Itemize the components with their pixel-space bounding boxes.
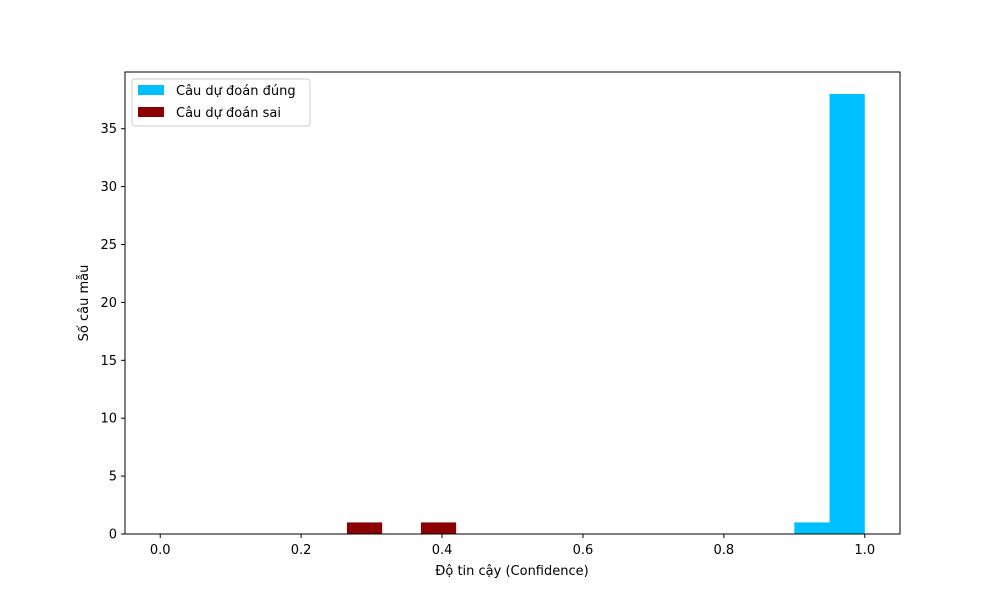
- y-tick-label: 0: [109, 528, 117, 543]
- x-tick-label: 0.8: [714, 543, 735, 558]
- x-axis: 0.0 0.2 0.4 0.6 0.8 1.0: [150, 534, 875, 558]
- y-tick-label: 25: [100, 238, 117, 253]
- y-tick-label: 15: [100, 354, 117, 369]
- bars-layer: [346, 94, 865, 534]
- bar-series1-bin0: [346, 522, 383, 534]
- legend-label-correct: Câu dự đoán đúng: [176, 84, 296, 99]
- y-tick-label: 10: [100, 412, 117, 427]
- y-tick-label: 35: [100, 122, 117, 137]
- x-tick-label: 1.0: [854, 543, 875, 558]
- legend-swatch-incorrect: [138, 107, 164, 117]
- bar-series0-bin0: [794, 522, 830, 534]
- x-tick-label: 0.6: [573, 543, 594, 558]
- y-axis: 0 5 10 15 20 25 30 35: [100, 122, 125, 543]
- bar-series0-bin1: [829, 94, 865, 534]
- bar-series1-bin1: [420, 522, 457, 534]
- x-axis-label: Độ tin cậy (Confidence): [435, 564, 588, 579]
- legend-label-incorrect: Câu dự đoán sai: [176, 106, 281, 121]
- legend-box: [131, 78, 311, 127]
- plot-area-frame: [124, 71, 901, 535]
- x-tick-label: 0.2: [291, 543, 312, 558]
- x-tick-label: 0.0: [150, 543, 171, 558]
- legend-swatch-correct: [138, 85, 164, 95]
- y-tick-label: 5: [109, 470, 117, 485]
- y-axis-label: Số câu mẫu: [77, 265, 92, 342]
- y-tick-label: 30: [100, 180, 117, 195]
- x-tick-label: 0.4: [432, 543, 453, 558]
- legend: Câu dự đoán đúng Câu dự đoán sai: [131, 78, 311, 127]
- y-tick-label: 20: [100, 296, 117, 311]
